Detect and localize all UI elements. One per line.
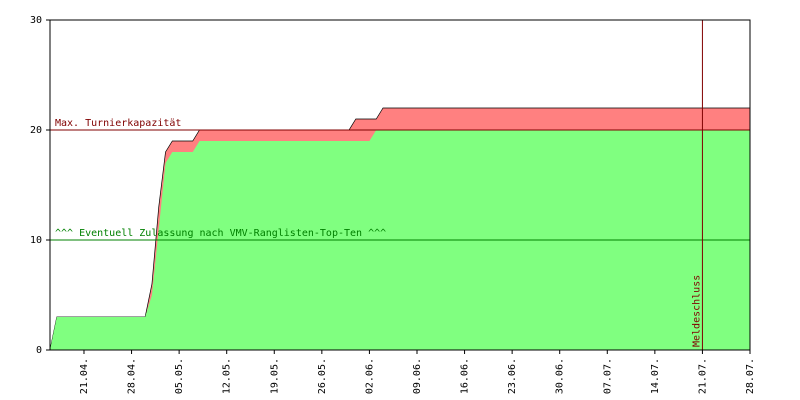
plot-frame [49,19,751,351]
x-tick-label: 19.05. [269,358,280,394]
x-tick-label: 30.06. [555,358,566,394]
x-tick-label: 28.07. [745,358,756,394]
x-tick-label: 16.06. [460,358,471,394]
x-tick-label: 21.04. [79,358,90,394]
deadline-label: Meldeschluss [691,275,702,347]
x-tick-label: 05.05. [174,358,185,394]
x-tick-label: 28.04. [127,358,138,394]
reference-label: ^^^ Eventuell Zulassung nach VMV-Ranglis… [55,228,386,239]
y-tick-label: 0 [36,345,42,356]
y-tick-label: 20 [30,125,42,136]
x-tick-label: 21.07. [697,358,708,394]
x-tick-label: 09.06. [412,358,423,394]
x-tick-label: 02.06. [364,358,375,394]
reference-label: Max. Turnierkapazität [55,118,181,129]
x-tick-label: 23.06. [507,358,518,394]
x-tick-label: 14.07. [650,358,661,394]
y-tick-label: 30 [30,15,42,26]
x-tick-label: 12.05. [222,358,233,394]
x-tick-label: 26.05. [317,358,328,394]
y-tick-label: 10 [30,235,42,246]
x-tick-label: 07.07. [602,358,613,394]
